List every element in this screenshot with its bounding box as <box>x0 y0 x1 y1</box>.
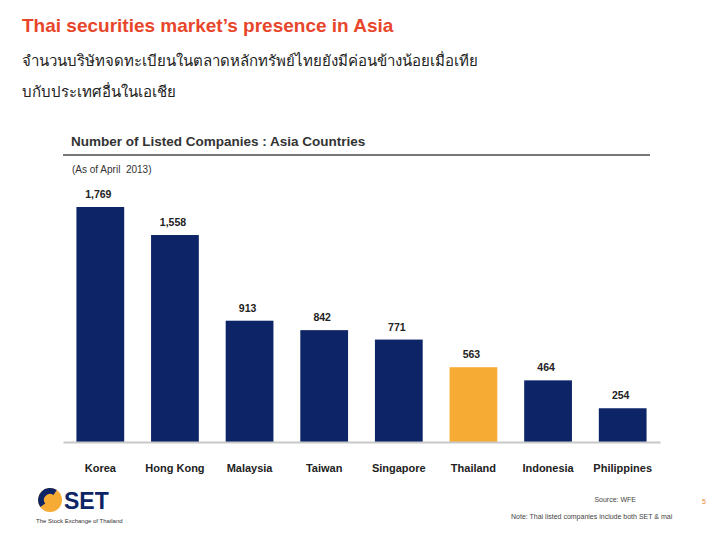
bar <box>375 340 423 442</box>
bars <box>76 207 646 442</box>
logo-text: SET <box>64 488 109 514</box>
bar <box>226 321 274 442</box>
tick: Philippines <box>593 442 652 474</box>
tick-label: Thailand <box>451 462 496 474</box>
data-label: 1,769 <box>85 188 111 200</box>
note: Note: Thai listed companies include both… <box>511 513 673 521</box>
bar <box>599 408 647 442</box>
bar <box>151 235 199 442</box>
tick: Singapore <box>372 442 426 474</box>
bar <box>76 207 124 442</box>
logo-mark <box>38 488 62 512</box>
data-label: 913 <box>239 302 257 314</box>
x-axis: Korea Hong Kong Malaysia Taiwan Singapore Tha… <box>64 442 661 474</box>
tick-label: Malaysia <box>227 462 274 474</box>
chart: Thai securities market’s presence in Asi… <box>0 0 720 540</box>
tick-label: Korea <box>85 462 117 474</box>
axis-line <box>64 442 661 444</box>
data-label: 842 <box>313 311 331 323</box>
tick: Indonesia <box>522 442 574 474</box>
tick: Korea <box>85 442 117 474</box>
tick-label: Philippines <box>593 462 652 474</box>
logo-caption: The Stock Exchange of Thailand <box>36 518 123 524</box>
bar <box>300 330 348 442</box>
tick-label: Indonesia <box>522 462 574 474</box>
subtitle: จำนวนบริษัทจดทะเบียนในตลาดหลักทรัพย์ไทยย… <box>22 50 478 69</box>
data-label: 1,558 <box>160 216 186 228</box>
subtitle: บกับประเทศอื่นในเอเชีย <box>22 81 176 100</box>
tick-label: Singapore <box>372 462 426 474</box>
data-labels: 1,769 1,558 913 842 771 563 464 254 <box>85 188 629 401</box>
source: Source: WFE <box>594 496 636 503</box>
data-label: 254 <box>612 389 630 401</box>
tick-label: Taiwan <box>306 462 343 474</box>
title: Thai securities market’s presence in Asi… <box>22 15 394 36</box>
logo-mark <box>38 488 57 507</box>
logo: SET The Stock Exchange of Thailand <box>36 488 123 524</box>
tick: Hong Kong <box>145 442 204 474</box>
data-label: 771 <box>388 321 406 333</box>
data-label: 563 <box>463 348 481 360</box>
tick: Thailand <box>451 442 496 474</box>
data-label: 464 <box>537 361 555 373</box>
page-number: 5 <box>702 498 706 505</box>
tick-label: Hong Kong <box>145 462 204 474</box>
tick: Taiwan <box>306 442 343 474</box>
bar <box>450 367 498 442</box>
title-rule <box>63 154 650 156</box>
date-note: (As of April 2013) <box>72 164 151 175</box>
bar <box>524 380 572 442</box>
tick: Malaysia <box>227 442 274 474</box>
chart-title: Number of Listed Companies : Asia Countr… <box>71 134 365 149</box>
